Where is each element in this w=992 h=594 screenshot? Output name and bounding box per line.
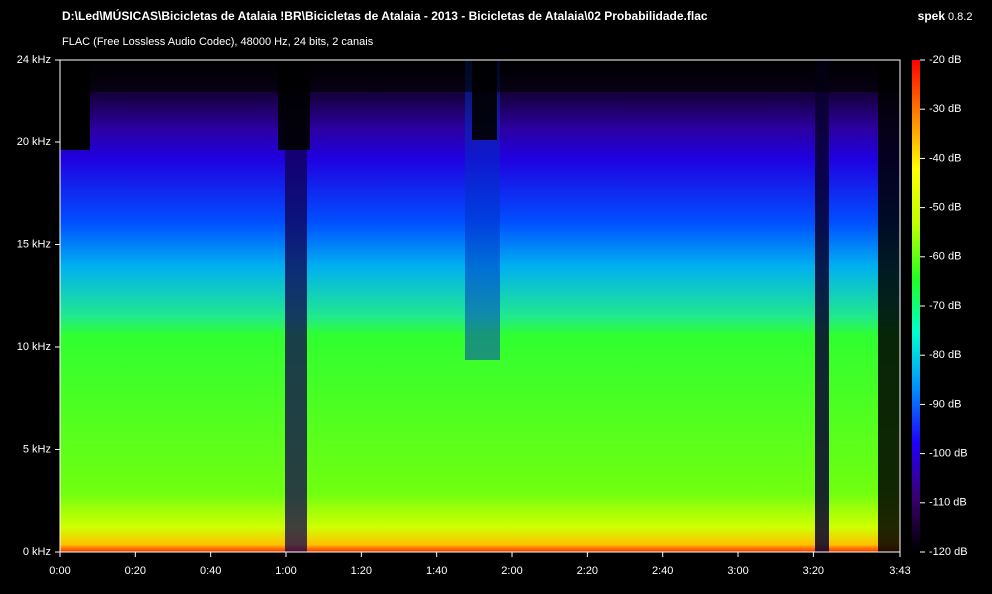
- y-tick-label: 20 kHz: [17, 136, 51, 148]
- x-tick-label: 2:20: [577, 565, 598, 577]
- y-tick-label: 10 kHz: [17, 341, 51, 353]
- x-tick-label: 0:20: [125, 565, 146, 577]
- file-title: D:\Led\MÚSICAS\Bicicletas de Atalaia !BR…: [62, 8, 708, 23]
- y-tick-label: 24 kHz: [17, 54, 51, 66]
- x-tick-label: 1:20: [351, 565, 372, 577]
- x-tick-label: 3:20: [803, 565, 824, 577]
- y-tick-label: 0 kHz: [23, 546, 51, 558]
- x-tick-label: 1:00: [275, 565, 296, 577]
- colorbar-tick-label: -100 dB: [929, 448, 968, 460]
- y-tick-label: 5 kHz: [23, 443, 51, 455]
- colorbar-tick-label: -30 dB: [929, 103, 961, 115]
- x-tick-label: 2:40: [652, 565, 673, 577]
- plot-frame: [59, 59, 901, 553]
- app-version: 0.8.2: [948, 11, 972, 23]
- colorbar-tick-label: -20 dB: [929, 54, 961, 66]
- colorbar-tick-label: -90 dB: [929, 398, 961, 410]
- y-tick-label: 15 kHz: [17, 238, 51, 250]
- colorbar-tick-label: -40 dB: [929, 152, 961, 164]
- colorbar-tick-label: -70 dB: [929, 300, 961, 312]
- x-tick-label: 0:00: [49, 565, 70, 577]
- app-name: spek: [918, 9, 946, 23]
- colorbar-tick-label: -120 dB: [929, 546, 968, 558]
- x-tick-label: 0:40: [200, 565, 221, 577]
- x-tick-label: 1:40: [426, 565, 447, 577]
- file-info: FLAC (Free Lossless Audio Codec), 48000 …: [62, 36, 374, 48]
- colorbar-tick-label: -50 dB: [929, 202, 961, 214]
- x-tick-label: 3:00: [727, 565, 748, 577]
- colorbar-tick-label: -80 dB: [929, 349, 961, 361]
- x-tick-label: 2:00: [501, 565, 522, 577]
- x-tick-label: 3:43: [889, 565, 910, 577]
- spectrogram: [60, 60, 900, 552]
- colorbar-tick-label: -110 dB: [929, 497, 967, 509]
- colorbar: [912, 60, 920, 552]
- colorbar-tick-label: -60 dB: [929, 251, 961, 263]
